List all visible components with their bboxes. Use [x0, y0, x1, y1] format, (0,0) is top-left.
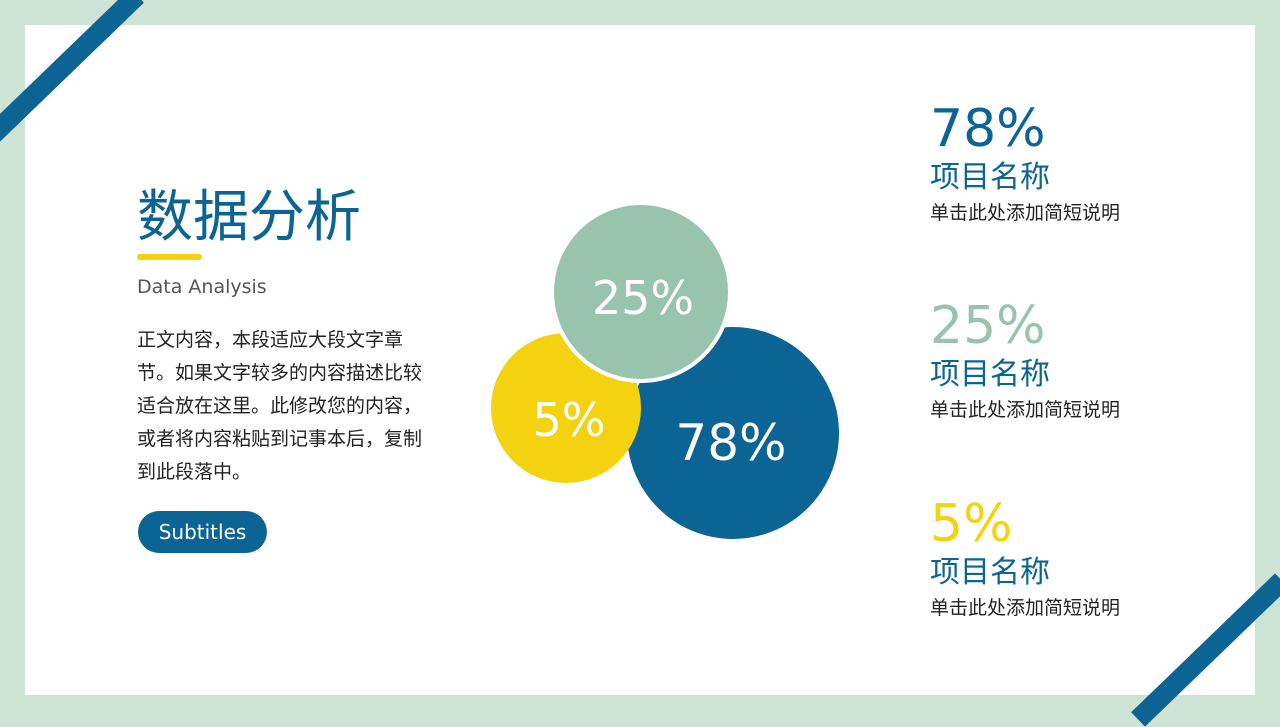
bubble-25: 25%	[550, 201, 732, 383]
stat-item: 25% 项目名称 单击此处添加简短说明	[930, 297, 1120, 425]
bubble-label: 5%	[533, 393, 606, 447]
stat-desc: 单击此处添加简短说明	[930, 597, 1121, 619]
bubble-78: 78%	[623, 323, 843, 543]
bubble-label: 25%	[592, 271, 694, 325]
stat-value: 5%	[930, 494, 1013, 554]
body-text: 正文内容，本段适应大段文字章节。如果文字较多的内容描述比较适合放在这里。此修改您…	[137, 329, 423, 483]
stat-name: 项目名称	[930, 160, 1050, 195]
page-title: 数据分析	[137, 185, 361, 250]
stat-value: 25%	[930, 296, 1046, 356]
bubble-label: 78%	[675, 414, 786, 472]
title-underline	[137, 254, 202, 260]
page-subtitle: Data Analysis	[137, 276, 267, 298]
stat-name: 项目名称	[930, 555, 1050, 590]
stat-desc: 单击此处添加简短说明	[930, 202, 1121, 224]
stat-item: 78% 项目名称 单击此处添加简短说明	[930, 100, 1120, 228]
stat-item: 5% 项目名称 单击此处添加简短说明	[930, 495, 1120, 623]
stat-value: 78%	[930, 99, 1046, 159]
stat-name: 项目名称	[930, 357, 1050, 392]
subtitles-button[interactable]: Subtitles	[138, 511, 267, 553]
stat-desc: 单击此处添加简短说明	[930, 399, 1121, 421]
